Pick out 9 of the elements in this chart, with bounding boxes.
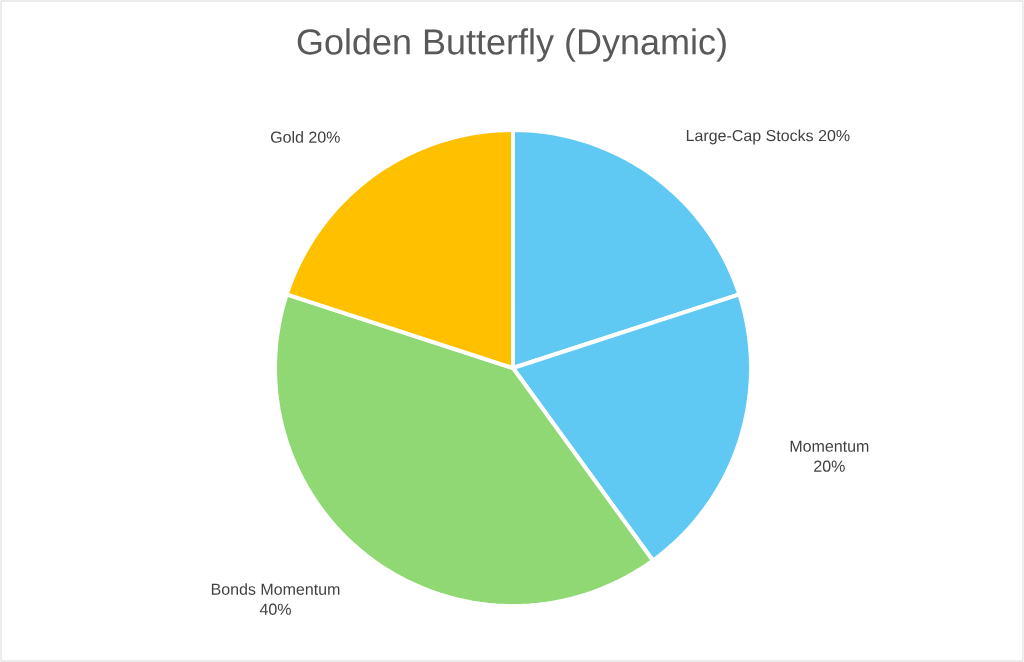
slice-label: Gold xyxy=(270,131,303,143)
data-label: 20% xyxy=(309,131,340,143)
slice-label: Momentum xyxy=(790,440,869,452)
slice-label: Large-Cap Stocks xyxy=(686,129,814,145)
slice-label: Bonds Momentum xyxy=(211,583,340,595)
chart-title: Golden Butterfly (Dynamic) xyxy=(297,28,726,62)
data-label: 20% xyxy=(814,460,845,472)
data-label: 20% xyxy=(818,129,850,142)
data-label: 40% xyxy=(259,603,291,615)
